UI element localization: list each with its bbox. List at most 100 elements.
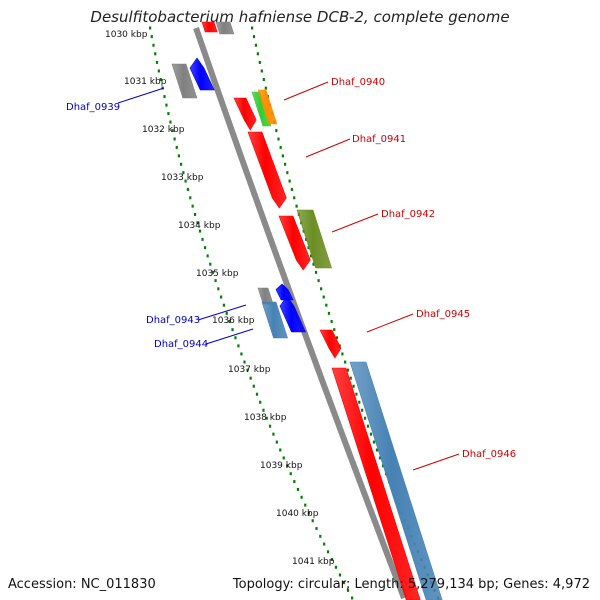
scale-dot-right bbox=[320, 287, 323, 291]
scale-dot-right bbox=[286, 171, 289, 175]
scale-dot-left bbox=[259, 400, 262, 404]
gene-label-dhaf-0941: Dhaf_0941 bbox=[352, 134, 406, 145]
tick-label-1038-kbp: 1038 kbp bbox=[244, 413, 287, 423]
scale-dot-left bbox=[191, 204, 194, 208]
gene-dhaf-0945 bbox=[319, 329, 342, 359]
scale-dot-left bbox=[152, 43, 155, 47]
tick-scale-left bbox=[149, 26, 354, 600]
scale-dot-right bbox=[344, 360, 347, 364]
map-title: Desulfitobacterium hafniense DCB-2, comp… bbox=[90, 8, 510, 26]
scale-dot-right bbox=[375, 448, 379, 452]
scale-dot-right bbox=[260, 69, 263, 73]
scale-dot-left bbox=[262, 408, 265, 412]
scale-dot-left bbox=[169, 120, 172, 124]
scale-dot-left bbox=[304, 503, 307, 507]
scale-dot-left bbox=[211, 270, 215, 274]
gene-dhaf-0946 bbox=[349, 361, 443, 600]
scale-dot-left bbox=[186, 187, 190, 191]
tick-label-1031-kbp: 1031 kbp bbox=[124, 77, 167, 87]
scale-dot-right bbox=[346, 368, 350, 372]
scale-dot-left bbox=[311, 519, 314, 523]
scale-dot-right bbox=[327, 311, 331, 315]
scale-dot-left bbox=[289, 472, 292, 476]
gene-dhaf-0944a bbox=[261, 301, 288, 339]
gene-dhaf-0941 bbox=[247, 131, 287, 209]
scale-dot-right bbox=[314, 270, 318, 274]
scale-dot-right bbox=[281, 154, 284, 158]
gene-dhaf-0938 bbox=[171, 63, 198, 99]
scale-dot-right bbox=[262, 78, 265, 82]
gene-top-gray bbox=[215, 21, 235, 35]
scale-dot-right bbox=[372, 440, 376, 444]
scale-dot-right bbox=[307, 246, 310, 250]
scale-dot-left bbox=[167, 112, 170, 116]
tick-label-1041-kbp: 1041 kbp bbox=[292, 557, 335, 567]
gene-dhaf-0940b bbox=[251, 91, 272, 127]
gene-dhaf-0944 bbox=[279, 295, 306, 333]
scale-dot-left bbox=[231, 328, 234, 332]
scale-dot-right bbox=[322, 295, 325, 299]
scale-dot-left bbox=[243, 360, 246, 364]
leader-dhaf-0943 bbox=[197, 304, 247, 321]
leader-dhaf-0941 bbox=[305, 138, 351, 158]
scale-dot-left bbox=[228, 320, 231, 323]
scale-dot-left bbox=[165, 103, 168, 107]
tick-label-1033-kbp: 1033 kbp bbox=[161, 173, 204, 183]
scale-dot-right bbox=[258, 60, 261, 64]
scale-dot-left bbox=[315, 527, 318, 531]
scale-dot-right bbox=[358, 400, 361, 404]
scale-dot-right bbox=[252, 35, 256, 39]
scale-dot-left bbox=[180, 162, 183, 166]
gene-label-dhaf-0942: Dhaf_0942 bbox=[381, 209, 435, 220]
scale-dot-right bbox=[264, 86, 267, 90]
scale-dot-left bbox=[225, 311, 228, 315]
scale-dot-right bbox=[361, 408, 364, 412]
scale-dot-right bbox=[251, 26, 254, 30]
scale-dot-left bbox=[214, 279, 217, 283]
leader-dhaf-0942 bbox=[331, 213, 379, 233]
scale-dot-left bbox=[293, 480, 296, 484]
scale-dot-left bbox=[240, 352, 243, 356]
scale-dot-left bbox=[149, 26, 152, 30]
accession-text: Accession: NC_011830 bbox=[8, 577, 156, 592]
scale-dot-right bbox=[333, 328, 336, 332]
gene-label-dhaf-0939: Dhaf_0939 bbox=[66, 102, 120, 113]
scale-dot-left bbox=[196, 221, 199, 225]
summary-text: Topology: circular; Length: 5,279,134 bp… bbox=[232, 577, 590, 592]
scale-dot-left bbox=[255, 392, 259, 396]
scale-dot-left bbox=[154, 52, 157, 56]
leader-dhaf-0944 bbox=[205, 328, 254, 345]
leader-dhaf-0939 bbox=[117, 87, 165, 104]
gene-dhaf-0946a bbox=[331, 367, 421, 600]
scale-dot-right bbox=[378, 456, 382, 460]
scale-dot-left bbox=[198, 229, 202, 233]
scale-dot-left bbox=[193, 212, 197, 216]
scale-dot-left bbox=[275, 440, 278, 444]
scale-dot-left bbox=[201, 237, 204, 241]
scale-dot-right bbox=[325, 303, 328, 307]
scale-dot-right bbox=[275, 129, 278, 133]
scale-dot-right bbox=[256, 52, 259, 56]
scale-dot-left bbox=[155, 60, 159, 64]
gene-top-red bbox=[201, 21, 218, 33]
gene-label-dhaf-0945: Dhaf_0945 bbox=[416, 309, 470, 320]
backbone-line bbox=[193, 27, 407, 600]
scale-dot-right bbox=[312, 262, 315, 266]
scale-dot-left bbox=[159, 78, 162, 82]
tick-labels: 1030 kbp 1031 kbp 1032 kbp 1033 kbp 1034 kbp… bbox=[105, 30, 335, 567]
gene-label-dhaf-0943: Dhaf_0943 bbox=[146, 315, 200, 326]
scale-dot-right bbox=[279, 145, 282, 149]
scale-dot-left bbox=[182, 171, 185, 175]
scale-dot-left bbox=[346, 588, 350, 592]
scale-dot-left bbox=[252, 384, 255, 388]
scale-dot-left bbox=[220, 295, 223, 299]
scale-dot-left bbox=[330, 558, 334, 562]
scale-dot-left bbox=[323, 542, 326, 546]
scale-dot-right bbox=[363, 416, 367, 420]
leader-dhaf-0946 bbox=[412, 453, 460, 471]
scale-dot-left bbox=[175, 145, 178, 149]
tick-label-1032-kbp: 1032 kbp bbox=[142, 125, 185, 135]
tick-label-1035-kbp: 1035 kbp bbox=[196, 269, 239, 279]
scale-dot-left bbox=[157, 69, 160, 73]
